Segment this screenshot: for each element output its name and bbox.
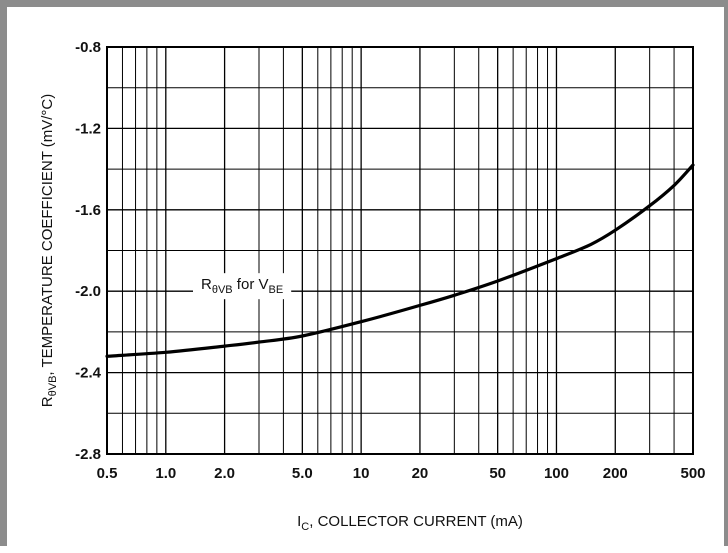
x-axis-title-main: I — [297, 513, 301, 530]
y-axis-title-rest: , TEMPERATURE COEFFICIENT (mV/°C) — [39, 94, 56, 376]
x-tick-label: 1.0 — [155, 465, 176, 482]
y-axis-title: RθVB, TEMPERATURE COEFFICIENT (mV/°C) — [39, 94, 59, 407]
y-tick-label: -2.0 — [75, 283, 101, 300]
x-axis-title-rest: , COLLECTOR CURRENT (mA) — [309, 513, 523, 530]
x-tick-label: 50 — [489, 465, 506, 482]
y-tick-label: -1.6 — [75, 202, 101, 219]
x-tick-label: 2.0 — [214, 465, 235, 482]
annotation-background — [193, 273, 292, 300]
x-tick-label: 0.5 — [97, 465, 118, 482]
y-tick-labels: -0.8 -1.2 -1.6 -2.0 -2.4 -2.8 — [75, 39, 102, 463]
x-tick-label: 5.0 — [292, 465, 313, 482]
y-axis-title-main: R — [39, 396, 56, 407]
curve-annotation: RθVB for VBE — [201, 276, 283, 296]
y-axis-title-sub: θVB — [47, 376, 59, 397]
y-tick-label: -2.4 — [75, 365, 102, 382]
x-axis-title: IC, COLLECTOR CURRENT (mA) — [297, 513, 523, 533]
temperature-coefficient-chart: RθVB for VBE 0.5 1.0 2.0 5.0 10 20 50 100 200 500… — [39, 39, 706, 533]
x-tick-label: 10 — [353, 465, 370, 482]
annotation-mid: for V — [233, 276, 269, 293]
x-axis-title-sub: C — [301, 521, 309, 533]
x-tick-label: 200 — [603, 465, 628, 482]
y-tick-label: -2.8 — [75, 446, 101, 463]
y-tick-label: -1.2 — [75, 120, 101, 137]
x-tick-label: 500 — [680, 465, 705, 482]
x-tick-label: 100 — [544, 465, 569, 482]
plot-area-border — [106, 46, 694, 455]
x-tick-label: 20 — [412, 465, 429, 482]
annotation-sub2: BE — [269, 284, 284, 296]
y-tick-label: -0.8 — [75, 39, 101, 56]
series-line-rthetavb-vbe — [105, 163, 695, 358]
minor-gridlines — [107, 47, 693, 454]
annotation-main: R — [201, 276, 212, 293]
series-layer — [105, 163, 695, 358]
x-tick-labels: 0.5 1.0 2.0 5.0 10 20 50 100 200 500 — [97, 465, 706, 482]
annotation-sub: θVB — [212, 284, 233, 296]
